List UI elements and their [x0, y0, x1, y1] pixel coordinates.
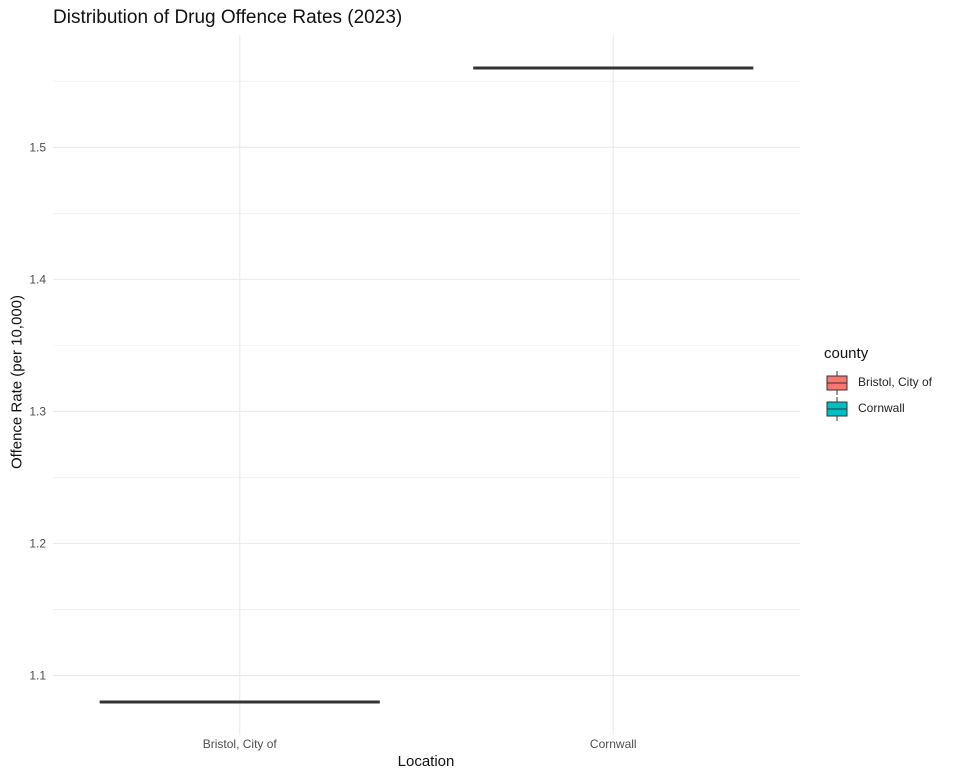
y-tick-label: 1.4 [29, 272, 46, 286]
legend-title: county [824, 345, 869, 362]
y-tick-label: 1.3 [29, 404, 46, 418]
legend-key-bristol [826, 371, 848, 395]
y-tick-label: 1.5 [29, 140, 46, 154]
x-tick-label: Bristol, City of [203, 737, 278, 751]
legend: county Bristol, City of Cornwall [824, 345, 932, 422]
y-tick-label: 1.1 [29, 669, 46, 683]
legend-item-bristol: Bristol, City of [824, 370, 932, 396]
y-tick-label: 1.2 [29, 536, 46, 550]
x-axis-label: Location [397, 753, 455, 770]
legend-key-cornwall [826, 397, 848, 421]
legend-label-bristol: Bristol, City of [858, 375, 933, 389]
legend-item-cornwall: Cornwall [824, 396, 905, 422]
legend-label-cornwall: Cornwall [858, 401, 905, 415]
chart-title: Distribution of Drug Offence Rates (2023… [53, 7, 403, 28]
x-tick-label: Cornwall [590, 737, 637, 751]
